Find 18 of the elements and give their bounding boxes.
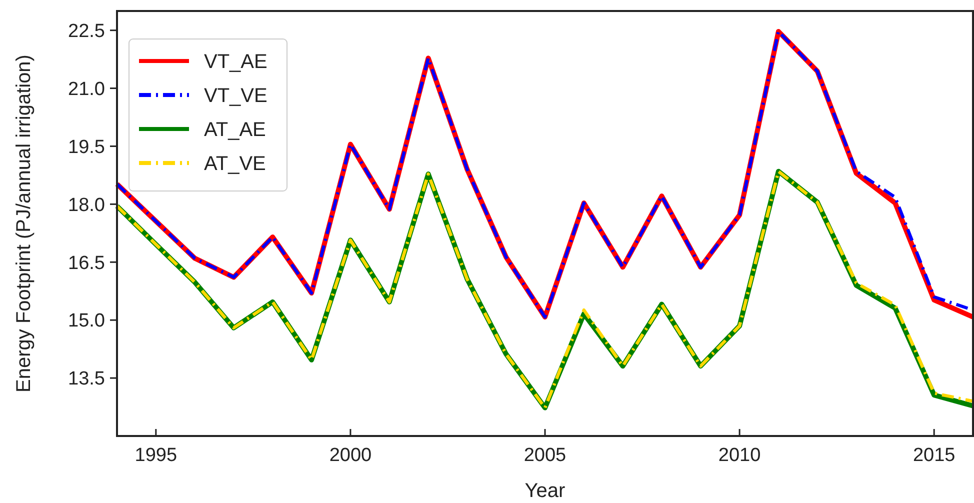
x-tick-label: 2010 [718,445,761,466]
legend-label: VT_AE [204,51,268,73]
x-tick-label: 1995 [134,445,178,466]
legend-label: AT_VE [204,153,266,175]
y-tick-label: 22.5 [68,20,105,42]
y-tick-label: 21.0 [68,78,105,100]
y-tick-label: 15.0 [68,310,105,332]
y-axis-title: Energy Footprint (PJ/annual irrigation) [13,54,35,392]
legend-label: VT_VE [204,85,268,107]
x-tick-label: 2015 [912,445,956,466]
y-tick-label: 19.5 [68,136,105,158]
x-tick-label: 2005 [524,445,566,466]
y-tick-label: 13.5 [68,368,105,390]
y-tick-label: 16.5 [68,252,105,274]
legend-label: AT_AE [204,119,266,141]
y-tick-label: 18.0 [68,194,105,216]
x-axis-title: Year [524,480,566,502]
x-tick-label: 2000 [329,445,372,466]
